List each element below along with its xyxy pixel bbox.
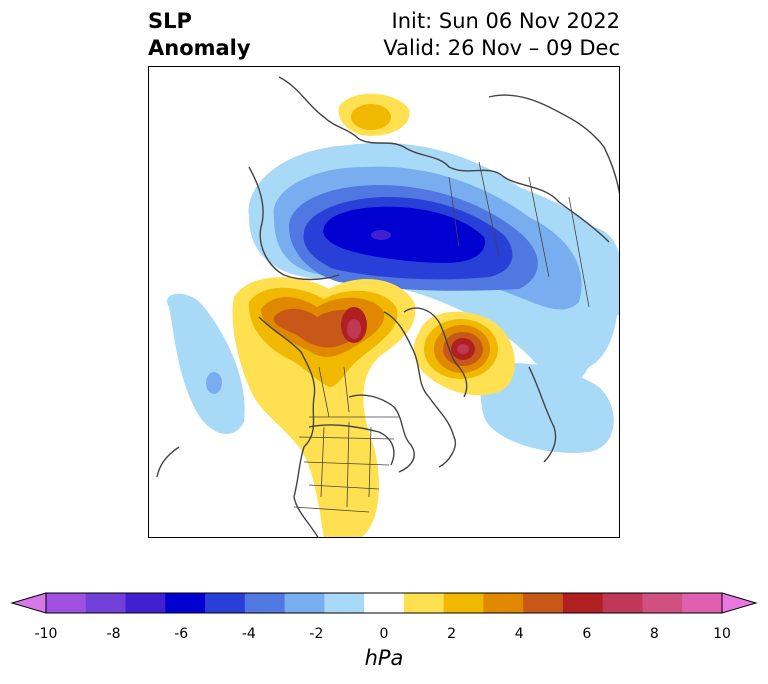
colorbar-tick-label: -4: [241, 626, 256, 642]
colorbar-tick-label: 0: [379, 626, 389, 642]
colorbar-tick-label: 10: [713, 626, 731, 642]
title-line-2: Anomaly: [148, 36, 251, 60]
colorbar-segment: [125, 593, 166, 613]
colorbar-segment: [46, 593, 87, 613]
colorbar-segment: [642, 593, 683, 613]
colorbar-segment: [483, 593, 524, 613]
arctic-low: [248, 142, 619, 453]
colorbar-tick-label: 2: [447, 626, 457, 642]
colorbar-segment: [284, 593, 325, 613]
colorbar: [10, 592, 758, 614]
north-pacific-low: [167, 293, 245, 434]
colorbar-segment: [443, 593, 484, 613]
colorbar-segment: [682, 593, 723, 613]
colorbar-tick-label: -8: [106, 626, 121, 642]
map-panel: [148, 66, 620, 538]
colorbar-segment: [602, 593, 643, 613]
colorbar-outline: [45, 592, 723, 614]
colorbar-segments: [46, 593, 723, 613]
colorbar-tick-label: -6: [174, 626, 189, 642]
map-title: SLP Anomaly: [148, 8, 251, 62]
colorbar-tick-label: 8: [649, 626, 659, 642]
colorbar-segment: [205, 593, 246, 613]
alaska-high: [232, 277, 416, 537]
colorbar-tick-label: -2: [309, 626, 324, 642]
colorbar-segment: [562, 593, 604, 613]
colorbar-max-arrow: [721, 592, 758, 614]
valid-range: Valid: 26 Nov – 09 Dec: [383, 36, 620, 60]
colorbar-segment: [403, 593, 445, 613]
colorbar-segment: [244, 593, 286, 613]
anomaly-map: [156, 76, 619, 537]
title-line-1: SLP: [148, 9, 192, 33]
colorbar-tick-label: 4: [514, 626, 524, 642]
init-date: Init: Sun 06 Nov 2022: [391, 9, 620, 33]
colorbar-tick-label: -10: [34, 626, 58, 642]
colorbar-tick-label: 6: [582, 626, 592, 642]
valid-period: Init: Sun 06 Nov 2022 Valid: 26 Nov – 09…: [383, 8, 620, 62]
colorbar-segment: [324, 593, 365, 613]
colorbar-segment: [85, 593, 127, 613]
colorbar-unit: hPa: [364, 646, 404, 670]
coastlines: [156, 76, 619, 537]
colorbar-segment: [165, 593, 206, 613]
political-borders: [293, 161, 590, 513]
colorbar-segment: [523, 593, 564, 613]
colorbar-segment: [364, 593, 405, 613]
scandinavia-high: [338, 93, 410, 136]
colorbar-min-arrow: [10, 592, 47, 614]
